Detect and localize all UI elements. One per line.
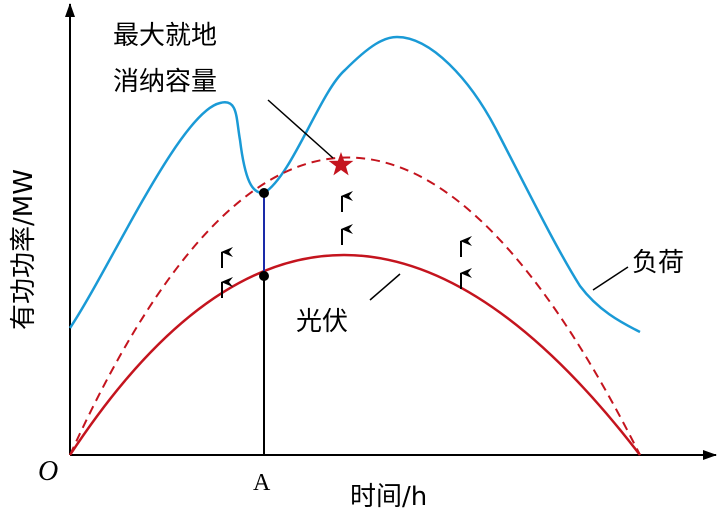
point-a-label: A	[253, 470, 271, 496]
pv-point-a	[259, 271, 269, 281]
max-capacity-curve	[69, 156, 641, 456]
max-capacity-star-icon	[328, 152, 354, 176]
pv-label: 光伏	[296, 307, 348, 337]
pv-leader-line	[369, 273, 401, 301]
pv-curve	[68, 253, 641, 456]
annotation-label-line1: 最大就地	[113, 21, 217, 51]
x-axis-label: 时间/h	[350, 482, 427, 512]
annotation-label-line2: 消纳容量	[113, 67, 217, 97]
load-label: 负荷	[632, 248, 684, 278]
load-leader-line	[592, 266, 629, 291]
load-curve	[68, 35, 641, 334]
origin-label: O	[38, 456, 58, 487]
y-axis-label: 有功功率/MW	[9, 169, 39, 330]
up-arrows	[221, 191, 472, 298]
annotation-leader-line	[267, 99, 334, 159]
load-point-a	[259, 188, 269, 198]
